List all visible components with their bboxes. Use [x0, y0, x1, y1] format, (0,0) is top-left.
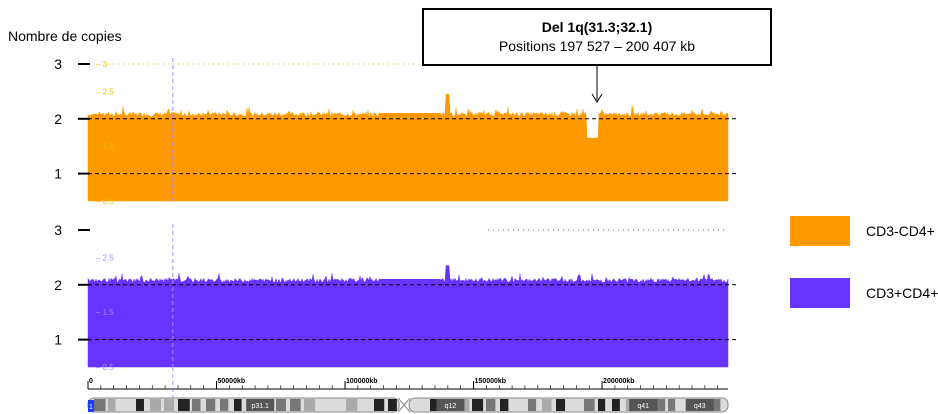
- x-tick-label-0: 0: [89, 378, 93, 385]
- ideogram-selector: [88, 400, 94, 412]
- ideogram-selector-label: 1: [89, 404, 93, 411]
- ideogram-band: [150, 399, 162, 411]
- deletion-annotation: Del 1q(31.3;32.1) Positions 197 527 – 20…: [422, 8, 772, 66]
- ideogram-band: [290, 399, 301, 411]
- ideogram-band: [584, 399, 595, 411]
- ideogram-band: [542, 399, 552, 411]
- y-tick-label-3: 3: [54, 56, 62, 72]
- band-label-bg: [685, 399, 714, 411]
- y-axis-title: Nombre de copies: [8, 28, 122, 44]
- minor-tick-label-1.5: – 1.5: [96, 308, 114, 317]
- series-area-CD3+CD4+: [87, 265, 729, 368]
- ideogram-band: [668, 399, 676, 411]
- ideogram-band: [612, 399, 620, 411]
- ideogram-band: [472, 399, 484, 411]
- ideogram-band: [500, 399, 509, 411]
- x-tick-label-50000kb: 50000kb: [218, 378, 246, 385]
- ideogram-band: [164, 399, 175, 411]
- annotation-arrow-head: [591, 93, 603, 103]
- minor-tick-label-1.5: – 1.5: [96, 142, 114, 151]
- deletion-notch: [586, 110, 599, 138]
- x-tick-label-150000kb: 150000kb: [475, 378, 507, 385]
- ideogram-band: [136, 399, 144, 411]
- ideogram-band: [206, 399, 216, 411]
- legend-swatch-cd3-cd4pos: [790, 278, 850, 308]
- ideogram-band: [598, 399, 606, 411]
- legend-swatch-cd3-cd4neg: [790, 216, 850, 246]
- ideogram-band: [304, 399, 316, 411]
- ideogram-band: [220, 399, 229, 411]
- y-tick-label-1: 1: [54, 166, 62, 182]
- centromere: [397, 397, 411, 413]
- ideogram-band: [430, 399, 441, 411]
- x-tick-label-100000kb: 100000kb: [346, 378, 378, 385]
- ideogram-band: [556, 399, 566, 411]
- ideogram-band: [192, 399, 201, 411]
- minor-tick-label-0.5: – 0.5: [96, 197, 114, 206]
- band-label-q12: q12: [445, 403, 457, 410]
- x-tick-label-200000kb: 200000kb: [603, 378, 635, 385]
- annotation-title: Del 1q(31.3;32.1): [541, 19, 653, 35]
- ideogram-band: [276, 399, 286, 411]
- chromosome-ideogram: p31.1 q12 q41 q43 1: [87, 397, 729, 413]
- legend-label-cd3-cd4pos: CD3+CD4+: [866, 285, 938, 301]
- band-label-bg: [629, 399, 658, 411]
- ideogram-band: [654, 399, 666, 411]
- minor-tick-label-2.5: – 2.5: [96, 87, 114, 96]
- legend-label-cd3-cd4neg: CD3-CD4+: [866, 223, 935, 239]
- band-label-bg: [436, 399, 465, 411]
- band-label-q43: q43: [694, 403, 706, 410]
- ideogram-band: [94, 399, 106, 411]
- band-label-q41: q41: [637, 403, 649, 410]
- minor-tick-label-2.5: – 2.5: [96, 253, 114, 262]
- ideogram-band: [710, 399, 721, 411]
- ideogram-band: [346, 399, 358, 411]
- ideogram-band: [374, 399, 385, 411]
- y-tick-label-2: 2: [54, 111, 62, 127]
- ideogram-band: [388, 399, 397, 411]
- ideogram-band: [234, 399, 242, 411]
- ideogram-band: [486, 399, 496, 411]
- band-label-bg: [246, 399, 275, 411]
- series-area-CD3-CD4+: [87, 93, 729, 202]
- annotation-subtitle: Positions 197 527 – 200 407 kb: [498, 38, 696, 54]
- y-tick-label-3: 3: [54, 222, 62, 238]
- minor-tick-label-0.5: – 0.5: [96, 363, 114, 372]
- ideogram-band: [178, 399, 190, 411]
- y-tick-label-2: 2: [54, 277, 62, 293]
- ideogram-band: [528, 399, 537, 411]
- minor-tick-label-3: – 3: [96, 60, 108, 69]
- band-label-p31.1: p31.1: [251, 403, 269, 410]
- ideogram-band: [108, 399, 116, 411]
- y-tick-label-1: 1: [54, 332, 62, 348]
